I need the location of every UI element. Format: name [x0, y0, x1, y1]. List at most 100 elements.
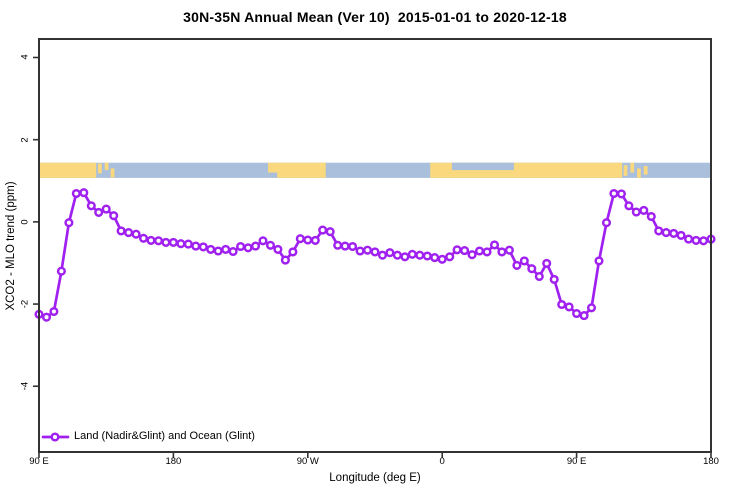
data-point-marker — [661, 228, 671, 238]
data-point-marker — [392, 250, 402, 260]
y-tick-label: 4 — [19, 54, 31, 61]
data-point-marker — [422, 251, 432, 261]
data-point-marker — [415, 250, 425, 260]
data-point-marker — [534, 271, 544, 282]
data-point-marker — [452, 245, 462, 255]
data-point-marker — [460, 246, 470, 256]
data-point-marker — [437, 254, 447, 264]
data-point-marker — [400, 252, 410, 262]
data-point-marker — [221, 244, 231, 254]
map-band-land-segment — [637, 168, 641, 178]
data-point-marker — [631, 207, 641, 217]
data-point-marker — [512, 260, 522, 270]
data-point-marker — [86, 201, 96, 211]
data-point-marker — [527, 264, 537, 274]
data-point-marker — [191, 241, 201, 251]
map-band-land-segment — [110, 168, 115, 178]
y-tick-label: 2 — [19, 137, 31, 143]
data-point-marker — [377, 250, 388, 260]
data-point-marker — [176, 239, 186, 249]
data-point-marker — [228, 246, 238, 257]
data-point-marker — [64, 218, 74, 228]
data-point-marker — [497, 247, 507, 257]
chart-title: 30N-35N Annual Mean (Ver 10) 2015-01-01 … — [183, 9, 567, 25]
map-band-land-segment — [104, 162, 109, 171]
data-point-marker — [430, 253, 440, 263]
data-point-marker — [474, 246, 485, 256]
data-point-marker — [325, 227, 335, 237]
data-point-marker — [601, 218, 612, 228]
x-tick-label: 180 — [703, 456, 719, 467]
data-point-marker — [131, 229, 141, 239]
data-point-marker — [407, 249, 417, 259]
data-point-marker — [519, 256, 529, 266]
map-band-land-segment — [39, 162, 97, 178]
data-point-marker — [333, 240, 343, 250]
data-point-marker — [340, 241, 350, 251]
data-point-marker — [168, 237, 178, 247]
data-point-marker — [482, 247, 492, 257]
data-point-marker — [56, 266, 66, 276]
data-point-marker — [542, 258, 552, 268]
data-point-marker — [153, 236, 164, 246]
y-tick-label: -2 — [19, 299, 31, 309]
data-point-marker — [288, 247, 298, 257]
data-point-marker — [206, 244, 216, 254]
x-tick-label: 0 — [439, 456, 445, 467]
data-point-marker — [310, 235, 320, 245]
data-point-marker — [138, 233, 149, 243]
map-band-land-segment — [630, 162, 635, 173]
x-tick-label: 90 W — [296, 456, 319, 467]
data-point-marker — [213, 246, 223, 256]
data-point-marker — [698, 236, 709, 246]
data-point-marker — [71, 188, 81, 199]
data-point-marker — [370, 247, 380, 257]
data-point-marker — [355, 246, 365, 256]
data-point-marker — [654, 226, 664, 236]
data-point-marker — [124, 228, 134, 238]
data-point-marker — [385, 248, 395, 258]
data-point-marker — [669, 228, 679, 238]
data-point-marker — [676, 230, 686, 240]
data-point-marker — [183, 239, 193, 249]
data-point-marker — [609, 188, 619, 199]
plot-border — [38, 38, 712, 453]
data-point-marker — [101, 204, 111, 214]
data-point-marker — [348, 241, 358, 252]
map-band-land-segment — [97, 163, 102, 174]
data-point-marker — [572, 308, 582, 319]
map-band-ocean-segment — [451, 162, 514, 171]
data-point-marker — [295, 234, 305, 244]
map-band-land-segment — [643, 165, 648, 175]
data-point-marker — [504, 245, 514, 255]
data-point-marker — [624, 201, 634, 211]
data-point-marker — [280, 255, 290, 265]
data-point-marker — [198, 242, 208, 252]
data-point-marker — [362, 245, 373, 255]
data-point-marker — [557, 299, 567, 310]
data-point-marker — [243, 243, 253, 253]
data-point-marker — [684, 234, 694, 244]
data-point-marker — [250, 241, 261, 251]
x-axis-label: Longitude (deg E) — [329, 472, 421, 484]
map-band-land-segment — [623, 165, 628, 176]
data-point-marker — [594, 256, 604, 266]
data-point-marker — [49, 306, 59, 317]
data-point-marker — [445, 252, 455, 262]
data-point-marker — [109, 211, 119, 221]
data-point-marker — [586, 303, 597, 313]
data-point-marker — [564, 302, 574, 312]
data-point-marker — [41, 312, 52, 322]
data-point-marker — [489, 240, 500, 250]
x-tick-label: 90 E — [566, 456, 587, 467]
data-point-marker — [265, 240, 276, 250]
x-tick-label: 180 — [165, 456, 182, 467]
data-point-marker — [161, 237, 171, 247]
legend-label: Land (Nadir&Glint) and Ocean (Glint) — [74, 430, 255, 442]
map-band-ocean-segment — [268, 172, 278, 178]
data-point-marker — [579, 311, 589, 321]
x-tick-label: 90 E — [29, 456, 49, 467]
data-point-marker — [691, 235, 701, 245]
